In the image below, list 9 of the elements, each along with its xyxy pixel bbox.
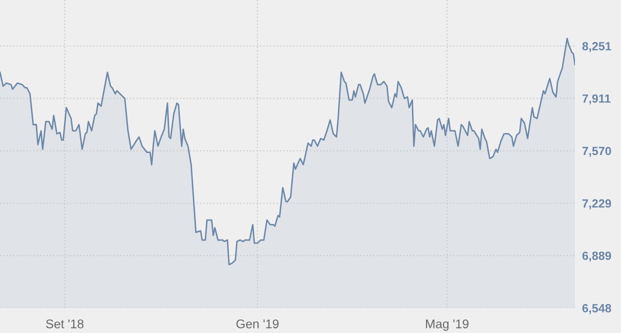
x-tick-label: Set '18 (46, 319, 84, 328)
x-tick-label: Mag '19 (426, 319, 468, 331)
y-tick-label: 7,570 (582, 146, 612, 157)
y-tick-label: 8,251 (582, 42, 612, 52)
y-tick-label: 7,911 (582, 94, 611, 104)
x-tick-label: Gen '19 (236, 319, 279, 328)
y-tick-label: 6,548 (582, 304, 612, 314)
y-tick-label: 7,229 (582, 199, 612, 210)
y-tick-label: 6,889 (582, 252, 612, 262)
